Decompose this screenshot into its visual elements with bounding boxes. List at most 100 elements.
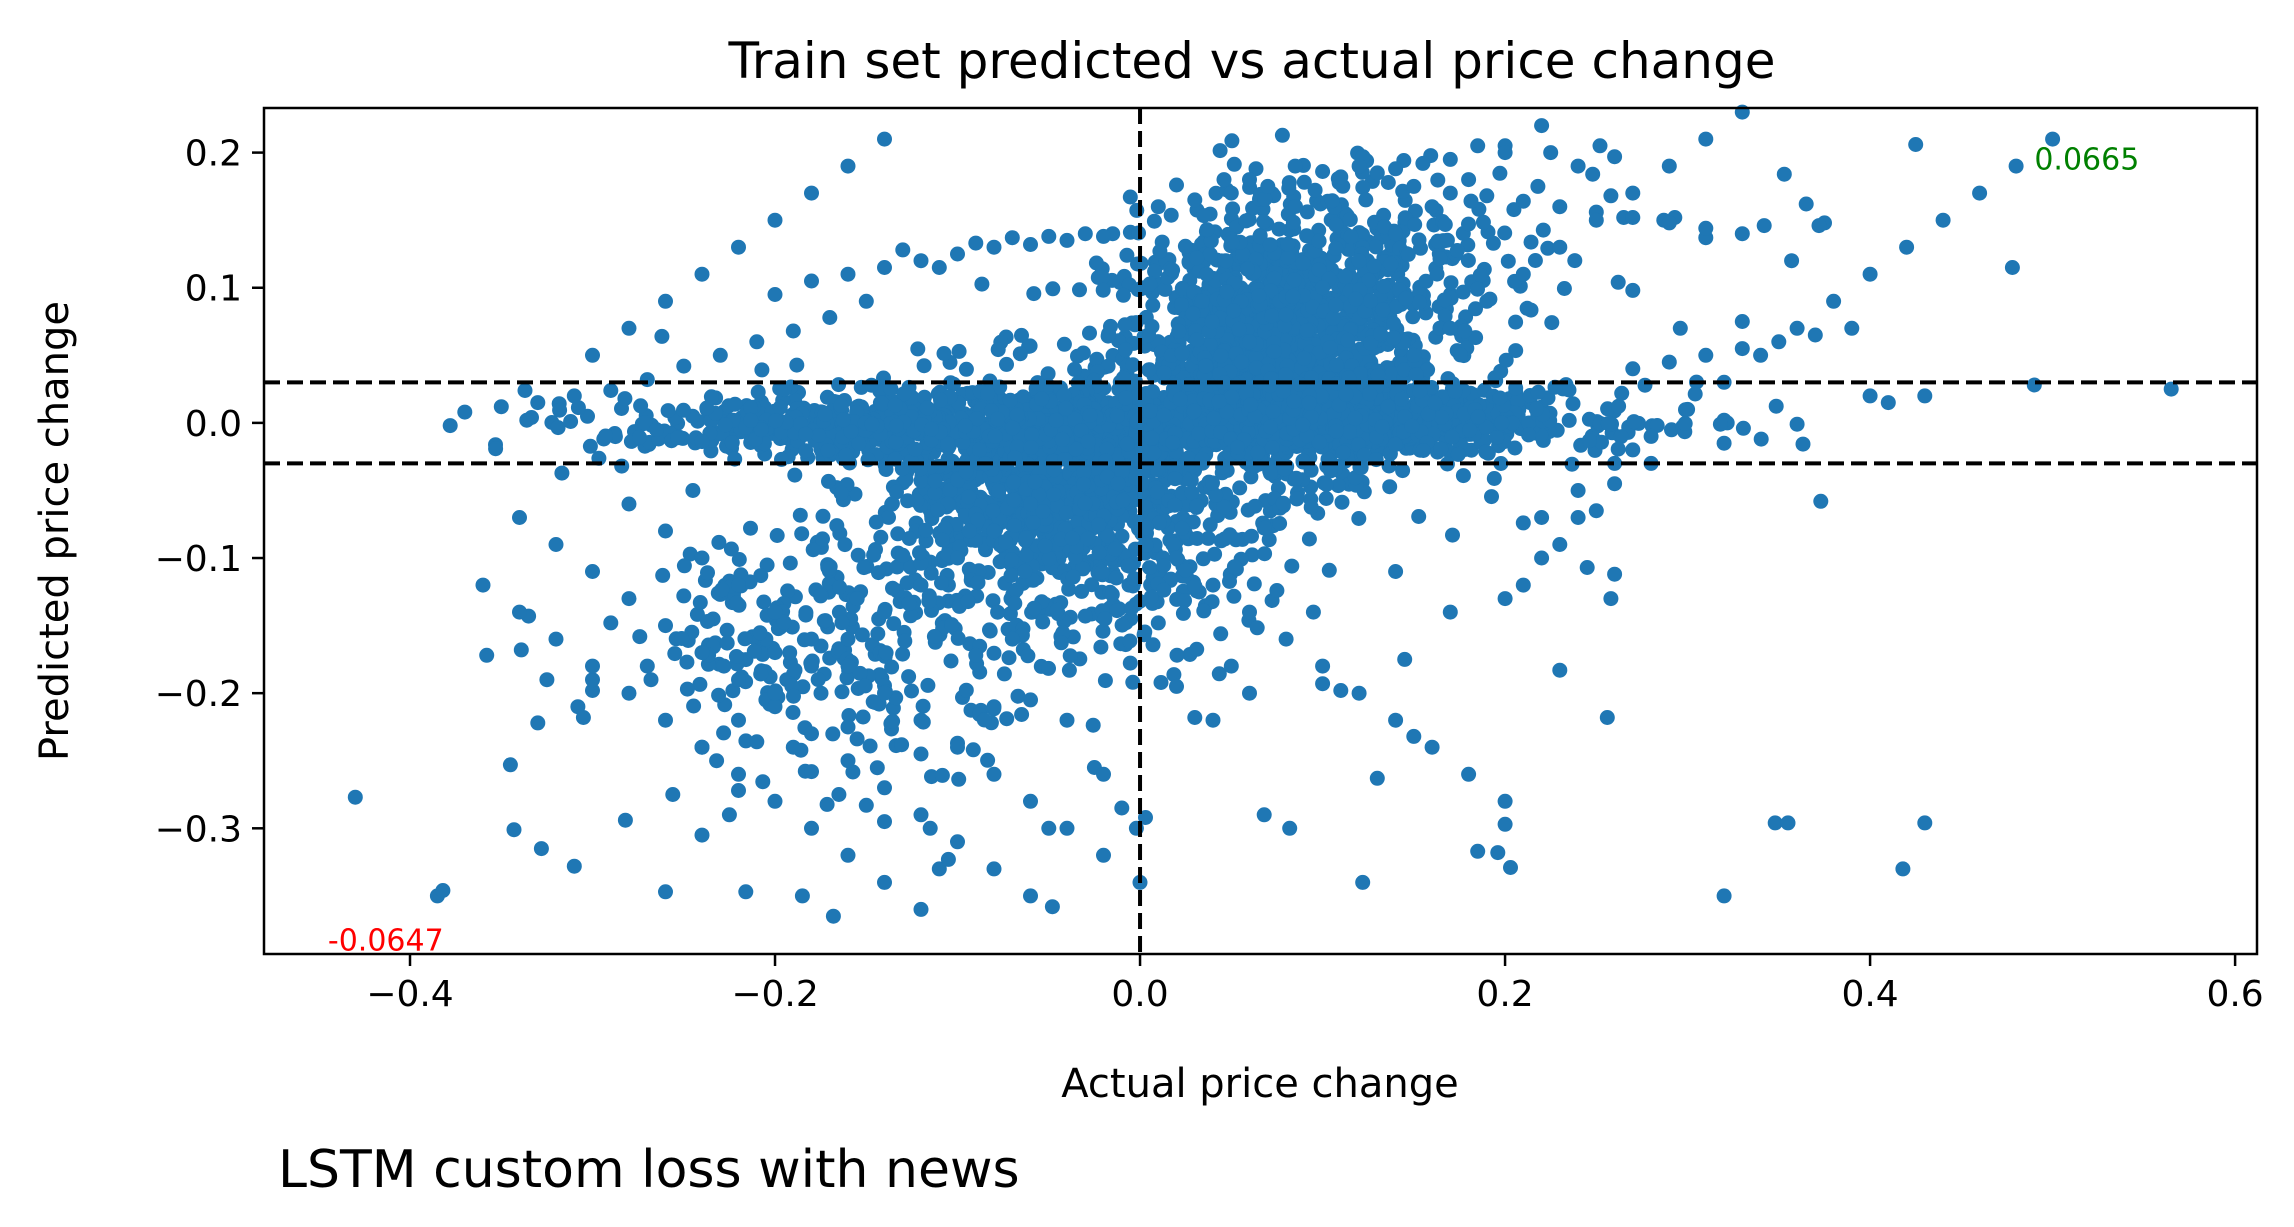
scatter-point [1167, 471, 1183, 487]
scatter-point [1490, 845, 1506, 861]
scatter-point [980, 386, 996, 402]
scatter-point [1917, 388, 1933, 404]
scatter-point [1411, 294, 1427, 310]
scatter-point [1014, 327, 1029, 343]
scatter-point [782, 555, 798, 571]
annotation-label: 0.0665 [2034, 142, 2139, 177]
scatter-point [1661, 215, 1677, 231]
scatter-point [1056, 387, 1072, 403]
scatter-point [1607, 566, 1623, 582]
scatter-point [1333, 169, 1349, 185]
scatter-point [1207, 546, 1223, 562]
scatter-point [752, 625, 768, 641]
scatter-point [1382, 479, 1398, 495]
scatter-point [878, 645, 894, 661]
scatter-point [1262, 419, 1278, 435]
scatter-point [1324, 193, 1340, 209]
scatter-point [1014, 707, 1030, 722]
scatter-point [974, 276, 990, 292]
scatter-point [915, 698, 931, 714]
scatter-point [832, 579, 848, 595]
scatter-point [1261, 532, 1277, 548]
scatter-point [1610, 441, 1626, 457]
scatter-point [749, 334, 765, 350]
x-tick-label: −0.2 [731, 974, 818, 1015]
scatter-point [1278, 631, 1294, 647]
scatter-point [1041, 551, 1057, 567]
scatter-point [1187, 192, 1203, 208]
scatter-point [700, 565, 715, 581]
scatter-point [724, 435, 740, 450]
scatter-point [820, 443, 836, 458]
scatter-point [1599, 710, 1615, 725]
scatter-point [877, 814, 892, 830]
scatter-point [950, 834, 965, 850]
scatter-point [1285, 214, 1301, 230]
scatter-point [837, 537, 853, 553]
scatter-point [958, 361, 974, 377]
scatter-point [1247, 458, 1263, 474]
scatter-point [750, 384, 766, 400]
scatter-point [729, 595, 745, 611]
scatter-point [840, 631, 856, 647]
scatter-point [833, 485, 849, 501]
scatter-point [1813, 493, 1829, 509]
scatter-point [1278, 307, 1294, 323]
x-tick-label: 0.0 [1111, 974, 1168, 1015]
scatter-point [1432, 251, 1448, 266]
scatter-point [1552, 199, 1568, 215]
scatter-point [927, 485, 943, 501]
scatter-point [840, 719, 856, 735]
scatter-point [1181, 377, 1197, 392]
scatter-point [1288, 199, 1303, 214]
scatter-point [1156, 407, 1172, 423]
scatter-point [1125, 357, 1141, 373]
scatter-point [738, 884, 754, 900]
scatter-point [1194, 293, 1210, 309]
scatter-point [1129, 413, 1145, 429]
scatter-point [1716, 888, 1732, 904]
scatter-point [632, 629, 648, 645]
scatter-point [1041, 660, 1056, 676]
scatter-point [1768, 398, 1784, 414]
scatter-point [913, 807, 929, 823]
scatter-point [1408, 367, 1424, 383]
scatter-point [1323, 463, 1338, 479]
scatter-point [1523, 234, 1539, 250]
scatter-point [1226, 303, 1242, 319]
scatter-point [1257, 546, 1273, 562]
scatter-point [1238, 213, 1254, 229]
scatter-point [1189, 250, 1205, 266]
y-tick-label: 0.1 [185, 269, 242, 310]
scatter-point [1351, 158, 1367, 174]
scatter-point [632, 429, 647, 445]
scatter-point [1687, 386, 1703, 402]
scatter-point [1238, 385, 1254, 401]
scatter-point [1319, 476, 1334, 492]
scatter-point [709, 753, 725, 769]
x-tick-label: −0.4 [366, 974, 453, 1015]
scatter-point [1356, 447, 1372, 463]
scatter-point [920, 677, 936, 693]
scatter-point [968, 235, 984, 251]
scatter-point [1497, 225, 1513, 241]
scatter-point [1530, 178, 1546, 194]
scatter-point [933, 392, 948, 408]
scatter-point [1129, 202, 1145, 218]
scatter-point [1082, 408, 1098, 423]
scatter-point [1004, 552, 1019, 568]
scatter-point [1328, 297, 1344, 313]
scatter-point [621, 591, 637, 607]
scatter-point [1698, 131, 1714, 147]
scatter-point [2004, 260, 2020, 275]
scatter-point [1086, 372, 1102, 388]
scatter-point [563, 414, 579, 429]
scatter-point [1191, 426, 1207, 442]
scatter-point [950, 630, 966, 646]
scatter-point [754, 362, 770, 378]
scatter-point [1216, 499, 1232, 515]
scatter-point [1348, 291, 1364, 307]
scatter-point [1091, 517, 1107, 533]
scatter-point [1074, 583, 1090, 599]
scatter-point [934, 532, 950, 548]
